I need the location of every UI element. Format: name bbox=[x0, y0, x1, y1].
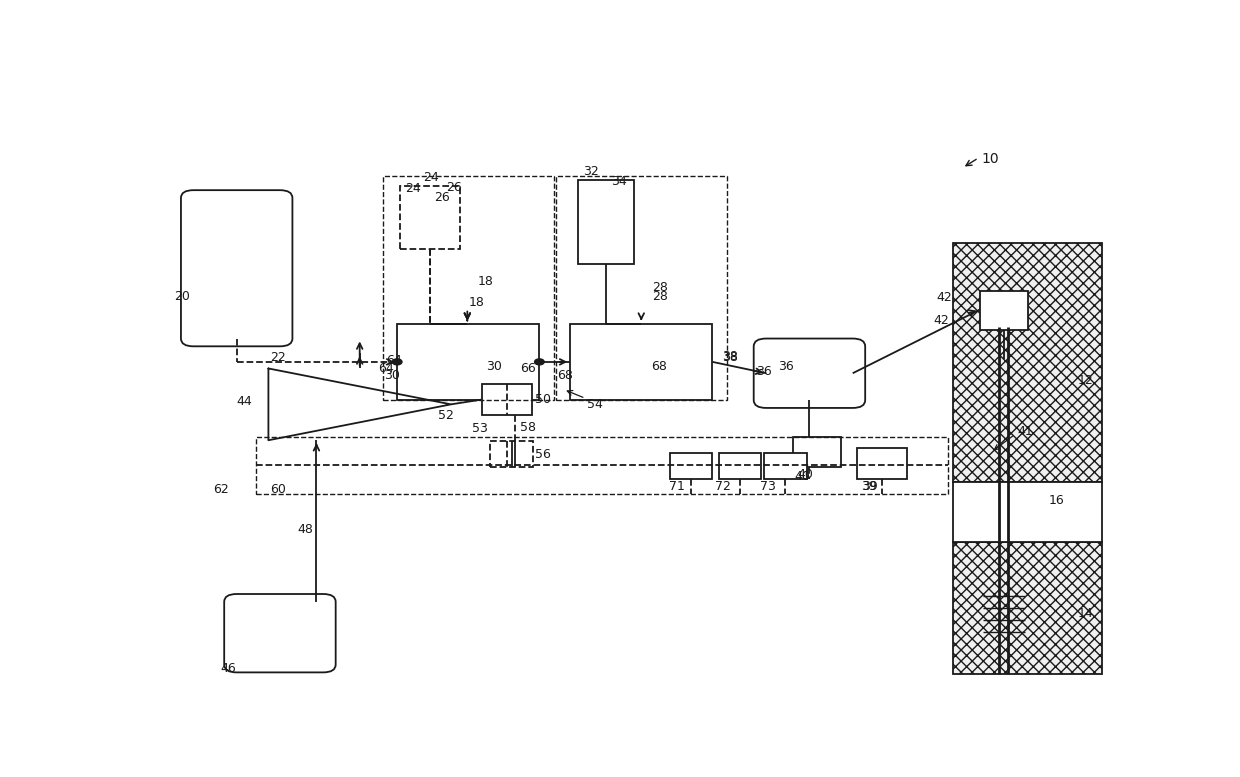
Text: 36: 36 bbox=[755, 365, 771, 378]
Bar bbox=[578, 180, 634, 263]
Text: 60: 60 bbox=[270, 483, 286, 496]
FancyBboxPatch shape bbox=[181, 190, 293, 347]
Bar bbox=[481, 384, 532, 415]
Bar bbox=[255, 437, 947, 494]
Text: 18: 18 bbox=[477, 275, 494, 288]
Bar bbox=[490, 441, 533, 467]
Bar bbox=[383, 176, 554, 400]
Text: 53: 53 bbox=[472, 422, 489, 435]
Text: 44: 44 bbox=[237, 395, 253, 408]
Bar bbox=[670, 453, 712, 479]
FancyBboxPatch shape bbox=[224, 594, 336, 672]
Text: 30: 30 bbox=[383, 369, 399, 382]
Text: 64: 64 bbox=[378, 362, 394, 375]
Text: 46: 46 bbox=[221, 662, 236, 675]
Bar bbox=[858, 448, 908, 479]
Text: 56: 56 bbox=[534, 448, 551, 461]
Bar bbox=[401, 186, 460, 249]
Text: 41: 41 bbox=[1017, 425, 1033, 437]
Circle shape bbox=[534, 359, 544, 365]
Text: 22: 22 bbox=[270, 351, 286, 364]
Text: 73: 73 bbox=[760, 480, 776, 493]
Bar bbox=[952, 482, 1101, 542]
Text: 24: 24 bbox=[404, 183, 420, 196]
Text: 40: 40 bbox=[797, 469, 813, 482]
Text: 68: 68 bbox=[651, 361, 667, 373]
Text: 26: 26 bbox=[434, 191, 449, 204]
Circle shape bbox=[392, 359, 402, 365]
Text: 34: 34 bbox=[611, 176, 627, 188]
Bar bbox=[556, 176, 727, 400]
Text: 20: 20 bbox=[174, 290, 190, 303]
Text: 14: 14 bbox=[1078, 608, 1094, 620]
Text: 64: 64 bbox=[386, 354, 402, 368]
Text: 68: 68 bbox=[557, 369, 573, 382]
Text: 28: 28 bbox=[652, 290, 667, 303]
Bar bbox=[570, 323, 712, 400]
Text: 12: 12 bbox=[1078, 374, 1094, 387]
Text: 66: 66 bbox=[521, 362, 536, 375]
Text: 30: 30 bbox=[486, 361, 502, 373]
Text: 58: 58 bbox=[521, 420, 536, 434]
Text: 28: 28 bbox=[652, 281, 667, 294]
Text: 36: 36 bbox=[777, 361, 794, 373]
Text: 39: 39 bbox=[862, 480, 877, 493]
Text: 38: 38 bbox=[722, 351, 738, 364]
Text: 26: 26 bbox=[446, 181, 463, 193]
Text: 50: 50 bbox=[534, 393, 551, 406]
Text: 38: 38 bbox=[722, 350, 738, 363]
Text: 32: 32 bbox=[583, 165, 599, 177]
Text: 39: 39 bbox=[862, 480, 878, 493]
FancyBboxPatch shape bbox=[754, 339, 866, 408]
Text: 71: 71 bbox=[670, 480, 684, 493]
Text: 18: 18 bbox=[469, 296, 484, 309]
Text: 52: 52 bbox=[438, 409, 454, 422]
Text: 10: 10 bbox=[982, 152, 999, 166]
Bar bbox=[794, 437, 841, 467]
Text: 54: 54 bbox=[588, 398, 604, 411]
Text: 16: 16 bbox=[1049, 493, 1064, 507]
Text: 62: 62 bbox=[213, 483, 228, 496]
Bar bbox=[719, 453, 761, 479]
Bar bbox=[952, 242, 1101, 482]
Text: 72: 72 bbox=[715, 480, 732, 493]
Text: 24: 24 bbox=[423, 170, 439, 183]
Text: 42: 42 bbox=[934, 314, 949, 327]
Text: 42: 42 bbox=[936, 291, 952, 305]
Bar bbox=[980, 291, 1028, 329]
Bar bbox=[764, 453, 806, 479]
Text: 48: 48 bbox=[298, 524, 314, 536]
Bar bbox=[952, 542, 1101, 674]
Bar bbox=[397, 323, 539, 400]
Text: 40: 40 bbox=[794, 469, 810, 483]
